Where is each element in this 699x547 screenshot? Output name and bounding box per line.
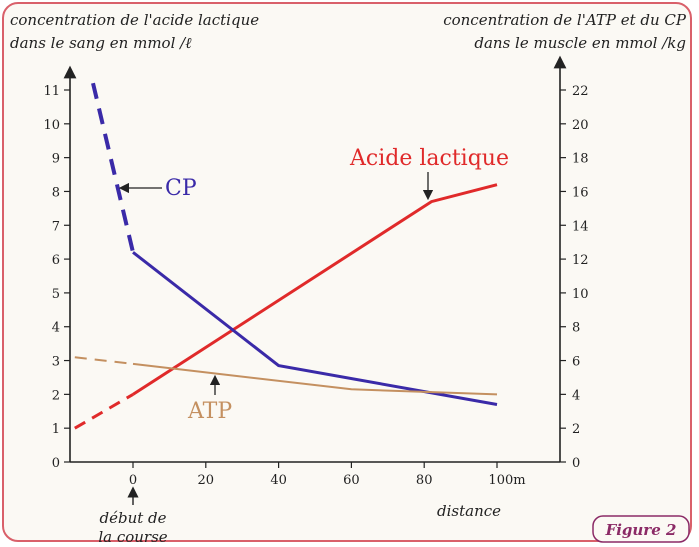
right-tick-label: 6 (572, 355, 580, 370)
left-tick-label: 7 (52, 219, 60, 234)
right-tick-label: 16 (572, 185, 589, 200)
x-tick-label: 80 (416, 473, 433, 488)
right-tick-label: 12 (572, 253, 589, 268)
right-tick-label: 0 (572, 456, 580, 471)
right-axis-title-line-2: dans le muscle en mmol /kg (474, 34, 686, 52)
left-tick-label: 2 (52, 388, 60, 403)
left-tick-label: 9 (52, 152, 60, 167)
x-tick-label: 20 (198, 473, 215, 488)
right-tick-label: 14 (572, 219, 589, 234)
left-tick-label: 4 (52, 321, 60, 336)
left-tick-label: 11 (43, 84, 60, 99)
right-tick-label: 10 (572, 287, 589, 302)
x-tick-label: 60 (343, 473, 360, 488)
x-tick-label: 100m (488, 473, 525, 488)
series-acide-lactique-extrapolation (74, 393, 134, 430)
left-axis-ticks: 0 1 2 3 4 5 6 7 8 9 10 11 (43, 84, 70, 471)
series-label-acide-lactique: Acide lactique (349, 146, 509, 171)
x-axis-label: distance (437, 502, 501, 520)
right-tick-label: 18 (572, 152, 589, 167)
right-tick-label: 22 (572, 84, 589, 99)
left-tick-label: 6 (52, 253, 60, 268)
x-tick-label: 0 (129, 473, 137, 488)
right-axis-ticks: 0 2 4 6 8 10 12 14 16 18 20 22 (560, 84, 589, 471)
series-acide-lactique-line (132, 183, 498, 396)
series-label-cp: CP (165, 176, 197, 201)
series-atp-line (132, 362, 498, 396)
series-atp-extrapolation (74, 356, 134, 365)
right-tick-label: 8 (572, 321, 580, 336)
series-label-atp: ATP (187, 399, 232, 424)
figure-frame (2, 2, 692, 542)
right-tick-label: 2 (572, 422, 580, 437)
left-tick-label: 3 (52, 355, 60, 370)
figure-label: Figure 2 (605, 521, 677, 539)
start-annotation-line-1: début de (99, 509, 166, 527)
x-axis-ticks: 0 20 40 60 80 100m (129, 462, 526, 488)
right-tick-label: 4 (572, 388, 580, 403)
series-cp-extrapolation (91, 82, 135, 253)
left-tick-label: 0 (52, 456, 60, 471)
right-axis-title-line-1: concentration de l'ATP et du CP (443, 11, 687, 29)
left-axis-title-line-1: concentration de l'acide lactique (10, 11, 259, 29)
left-tick-label: 1 (52, 422, 60, 437)
right-tick-label: 20 (572, 118, 589, 133)
start-annotation-line-2: la course (98, 528, 167, 546)
left-axis-title-line-2: dans le sang en mmol /ℓ (10, 34, 191, 52)
left-tick-label: 10 (43, 118, 60, 133)
x-tick-label: 40 (270, 473, 287, 488)
figure-label-box (592, 515, 690, 543)
left-tick-label: 5 (52, 287, 60, 302)
left-tick-label: 8 (52, 185, 60, 200)
series-layer (74, 82, 498, 430)
